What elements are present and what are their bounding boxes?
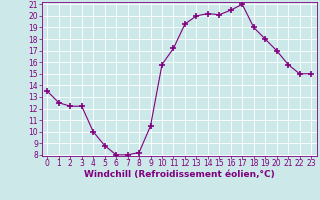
X-axis label: Windchill (Refroidissement éolien,°C): Windchill (Refroidissement éolien,°C)	[84, 170, 275, 179]
